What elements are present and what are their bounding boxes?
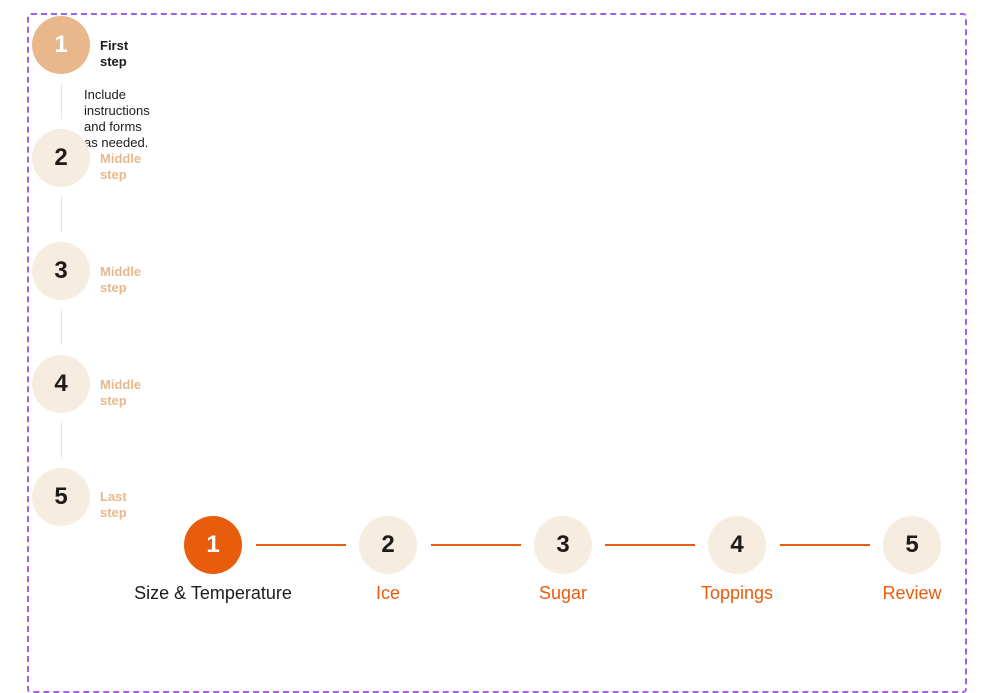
- vertical-step-1-indicator[interactable]: 1: [32, 16, 90, 74]
- horizontal-step-1-indicator[interactable]: 1: [184, 516, 242, 574]
- vertical-connector: [61, 422, 62, 458]
- horizontal-step-4-indicator[interactable]: 4: [708, 516, 766, 574]
- vertical-step-3-indicator[interactable]: 3: [32, 242, 90, 300]
- horizontal-step-2-label[interactable]: Ice: [375, 583, 401, 603]
- vertical-step-5-title[interactable]: Last step: [100, 489, 127, 520]
- vertical-step-2-title[interactable]: Middle step: [100, 151, 142, 182]
- vertical-connector: [61, 309, 62, 345]
- horizontal-step-2-indicator[interactable]: 2: [359, 516, 417, 574]
- vertical-step-3-title[interactable]: Middle step: [100, 264, 142, 295]
- horizontal-connector: [431, 544, 521, 546]
- horizontal-step-5-label[interactable]: Review: [882, 583, 942, 603]
- horizontal-step-5-indicator[interactable]: 5: [883, 516, 941, 574]
- vertical-step-4-indicator[interactable]: 4: [32, 355, 90, 413]
- horizontal-step-3-label[interactable]: Sugar: [538, 583, 588, 603]
- horizontal-step-1-label[interactable]: Size & Temperature: [134, 583, 292, 603]
- vertical-step-2-indicator[interactable]: 2: [32, 129, 90, 187]
- vertical-step-1-description: Include instructions and forms as needed…: [84, 87, 150, 150]
- vertical-connector: [61, 83, 62, 119]
- horizontal-step-3-indicator[interactable]: 3: [534, 516, 592, 574]
- vertical-step-1-title[interactable]: First step: [100, 38, 129, 69]
- horizontal-connector: [780, 544, 870, 546]
- horizontal-step-4-label[interactable]: Toppings: [700, 583, 774, 603]
- vertical-connector: [61, 196, 62, 232]
- vertical-step-5-indicator[interactable]: 5: [32, 468, 90, 526]
- horizontal-connector: [256, 544, 346, 546]
- horizontal-connector: [605, 544, 695, 546]
- vertical-step-4-title[interactable]: Middle step: [100, 377, 142, 408]
